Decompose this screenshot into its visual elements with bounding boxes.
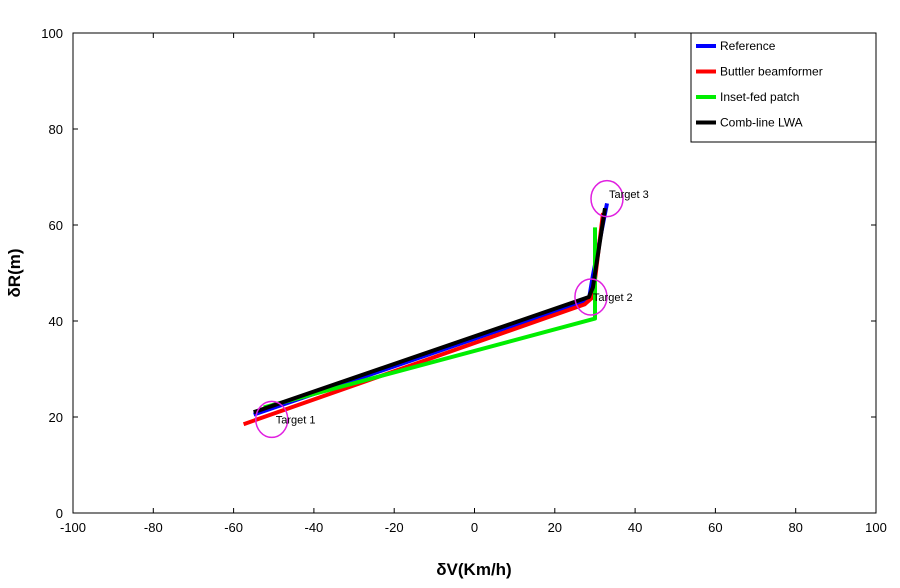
x-axis: -100 -80 -60 -40 -20 0 20 40 60 80 100 [60, 33, 887, 535]
x-tick-label: 60 [708, 520, 722, 535]
x-tick-label: -20 [385, 520, 404, 535]
legend-box [690, 32, 877, 143]
legend-label-reference: Reference [720, 39, 776, 53]
target-circle-1 [254, 400, 289, 439]
y-tick-label: 40 [49, 314, 63, 329]
y-tick-label: 60 [49, 218, 63, 233]
x-axis-label: δV(Km/h) [436, 560, 511, 579]
x-tick-label: 0 [471, 520, 478, 535]
target-label-3: Target 3 [609, 189, 649, 201]
legend-label-buttler-beamformer: Buttler beamformer [720, 65, 823, 79]
annotations-group: Target 1 Target 2 Target 3 [254, 179, 649, 439]
x-tick-label: -80 [144, 520, 163, 535]
target-circle-3 [590, 179, 624, 218]
y-tick-label: 80 [49, 122, 63, 137]
legend-label-comb-line-lwa: Comb-line LWA [720, 116, 803, 130]
x-tick-label: -60 [224, 520, 243, 535]
y-tick-label: 100 [41, 26, 63, 41]
y-tick-label: 0 [56, 506, 63, 521]
x-tick-label: -100 [60, 520, 86, 535]
series-line-inset-fed-patch [263, 227, 597, 410]
y-axis-label: δR(m) [5, 248, 24, 297]
y-axis: 0 20 40 60 80 100 [41, 26, 876, 521]
x-tick-label: 80 [788, 520, 802, 535]
target-circle-2 [574, 278, 608, 316]
legend-label-inset-fed-patch: Inset-fed patch [720, 90, 799, 104]
series-group [242, 203, 609, 427]
series-line-comb-line-lwa [253, 207, 607, 415]
x-tick-label: 20 [548, 520, 562, 535]
x-tick-label: 40 [628, 520, 642, 535]
target-label-2: Target 2 [593, 292, 633, 304]
y-tick-label: 20 [49, 410, 63, 425]
target-label-1: Target 1 [276, 414, 316, 426]
legend: Reference Buttler beamformer Inset-fed pat… [690, 32, 877, 143]
x-tick-label: -40 [305, 520, 324, 535]
x-tick-label: 100 [865, 520, 887, 535]
